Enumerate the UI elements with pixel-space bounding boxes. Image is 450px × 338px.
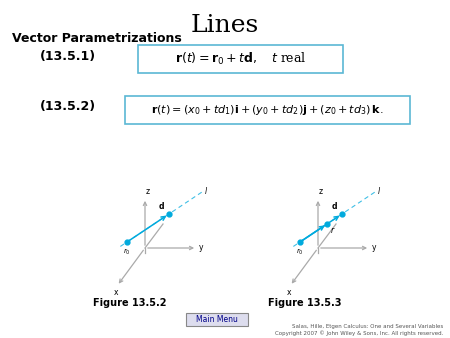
Text: x: x (114, 288, 118, 297)
Text: x: x (287, 288, 291, 297)
Text: Lines: Lines (191, 14, 259, 37)
Text: $\mathbf{r}(t) = \mathbf{r}_0 + t\mathbf{d},\quad t$ real: $\mathbf{r}(t) = \mathbf{r}_0 + t\mathbf… (175, 51, 306, 67)
Text: l: l (377, 187, 379, 196)
Text: Figure 13.5.2: Figure 13.5.2 (93, 298, 167, 308)
Text: (13.5.1): (13.5.1) (40, 50, 96, 63)
Text: z: z (146, 187, 150, 196)
Bar (125, 96, 410, 124)
Text: Vector Parametrizations: Vector Parametrizations (12, 32, 182, 45)
Text: d: d (158, 202, 164, 211)
Text: d: d (332, 202, 337, 211)
Text: l: l (204, 187, 207, 196)
Text: $r_0$: $r_0$ (123, 247, 131, 257)
Bar (138, 45, 343, 73)
Text: $\mathbf{r}(t) = (x_0 + td_1)\mathbf{i} + (y_0 + td_2)\mathbf{j} + (z_0 + td_3)\: $\mathbf{r}(t) = (x_0 + td_1)\mathbf{i} … (151, 103, 384, 117)
Text: y: y (372, 243, 377, 252)
Text: y: y (199, 243, 203, 252)
Text: z: z (319, 187, 323, 196)
Text: r: r (330, 226, 333, 235)
Text: $r_0$: $r_0$ (296, 247, 304, 257)
Bar (186, 313, 248, 326)
Text: Main Menu: Main Menu (196, 315, 238, 324)
Text: (13.5.2): (13.5.2) (40, 100, 96, 113)
Text: Copyright 2007 © John Wiley & Sons, Inc. All rights reserved.: Copyright 2007 © John Wiley & Sons, Inc.… (274, 330, 443, 336)
Text: Figure 13.5.3: Figure 13.5.3 (268, 298, 342, 308)
Text: Salas, Hille, Etgen Calculus: One and Several Variables: Salas, Hille, Etgen Calculus: One and Se… (292, 324, 443, 329)
